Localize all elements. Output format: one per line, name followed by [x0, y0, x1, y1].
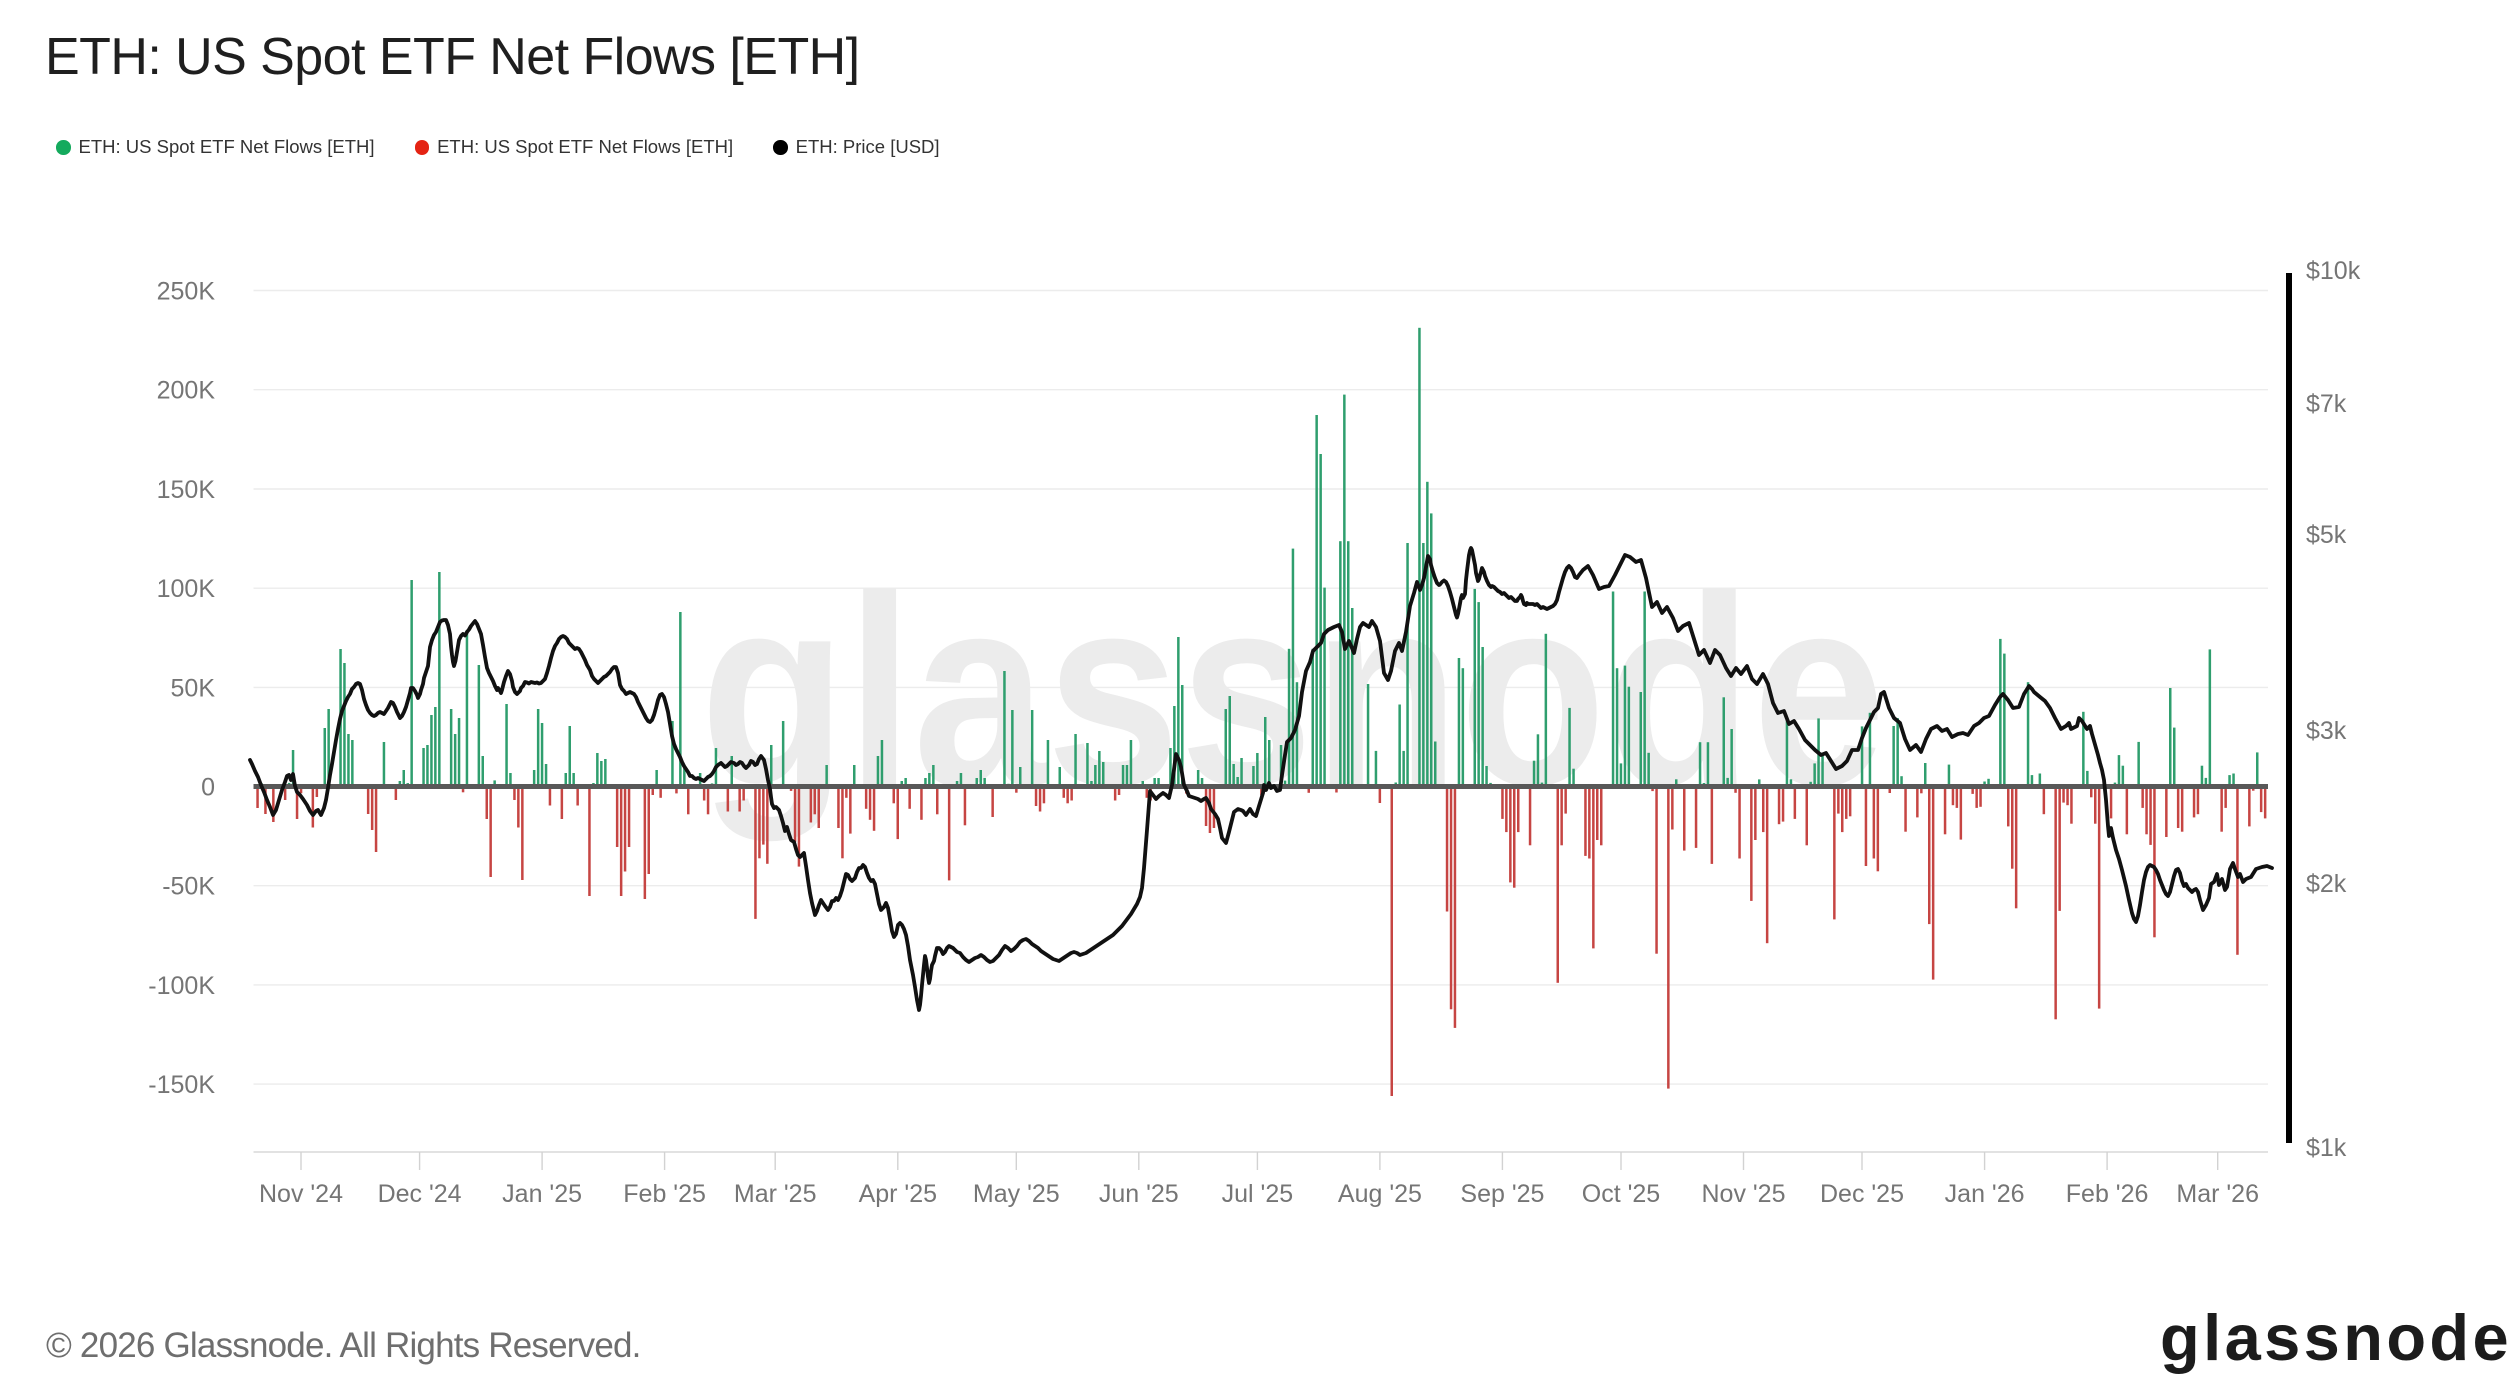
svg-text:Sep '25: Sep '25: [1460, 1180, 1544, 1208]
svg-text:$7k: $7k: [2306, 390, 2347, 418]
svg-text:May '25: May '25: [973, 1180, 1060, 1208]
svg-text:0: 0: [201, 774, 215, 802]
svg-text:Jun '25: Jun '25: [1099, 1180, 1179, 1208]
svg-text:-50K: -50K: [162, 873, 215, 901]
svg-text:$2k: $2k: [2306, 870, 2347, 898]
svg-text:$3k: $3k: [2306, 717, 2347, 745]
svg-text:Oct '25: Oct '25: [1582, 1180, 1660, 1208]
svg-text:Dec '25: Dec '25: [1820, 1180, 1904, 1208]
svg-text:Jan '25: Jan '25: [502, 1180, 582, 1208]
svg-text:200K: 200K: [157, 377, 216, 405]
svg-text:Jan '26: Jan '26: [1945, 1180, 2025, 1208]
svg-text:Aug '25: Aug '25: [1338, 1180, 1422, 1208]
svg-text:$1k: $1k: [2306, 1134, 2347, 1162]
svg-text:150K: 150K: [157, 476, 216, 504]
svg-text:$10k: $10k: [2306, 257, 2361, 285]
svg-text:$5k: $5k: [2306, 521, 2347, 549]
svg-text:100K: 100K: [157, 575, 216, 603]
svg-text:Mar '26: Mar '26: [2176, 1180, 2259, 1208]
svg-text:250K: 250K: [157, 278, 216, 306]
svg-text:Apr '25: Apr '25: [859, 1180, 937, 1208]
svg-text:-100K: -100K: [148, 972, 215, 1000]
svg-text:Jul '25: Jul '25: [1222, 1180, 1293, 1208]
svg-text:Nov '24: Nov '24: [259, 1180, 343, 1208]
svg-text:Feb '25: Feb '25: [623, 1180, 706, 1208]
svg-text:Dec '24: Dec '24: [378, 1180, 462, 1208]
svg-text:Feb '26: Feb '26: [2066, 1180, 2149, 1208]
svg-text:Mar '25: Mar '25: [734, 1180, 817, 1208]
svg-text:50K: 50K: [171, 674, 216, 702]
svg-text:-150K: -150K: [148, 1071, 215, 1099]
svg-text:Nov '25: Nov '25: [1702, 1180, 1786, 1208]
